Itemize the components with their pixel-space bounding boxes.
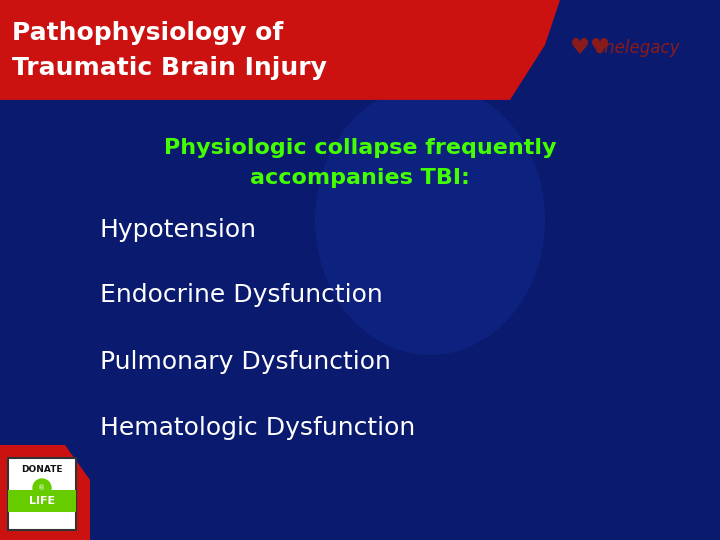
Text: LIFE: LIFE [29,496,55,506]
Text: onelegacy: onelegacy [594,39,680,57]
Text: Traumatic Brain Injury: Traumatic Brain Injury [12,56,327,80]
Text: DONATE: DONATE [22,465,63,475]
Text: Physiologic collapse frequently: Physiologic collapse frequently [163,138,557,158]
Text: Pathophysiology of: Pathophysiology of [12,21,283,45]
Circle shape [33,479,51,497]
Text: Hypotension: Hypotension [100,218,257,242]
Text: Pulmonary Dysfunction: Pulmonary Dysfunction [100,350,391,374]
FancyBboxPatch shape [8,490,76,512]
Text: Hematologic Dysfunction: Hematologic Dysfunction [100,416,415,440]
Text: ®: ® [38,485,45,491]
Text: Endocrine Dysfunction: Endocrine Dysfunction [100,283,383,307]
Ellipse shape [315,85,545,355]
Polygon shape [0,445,90,540]
Text: accompanies TBI:: accompanies TBI: [250,168,470,188]
Text: ♥♥: ♥♥ [570,38,610,58]
Polygon shape [0,0,560,100]
FancyBboxPatch shape [8,458,76,530]
